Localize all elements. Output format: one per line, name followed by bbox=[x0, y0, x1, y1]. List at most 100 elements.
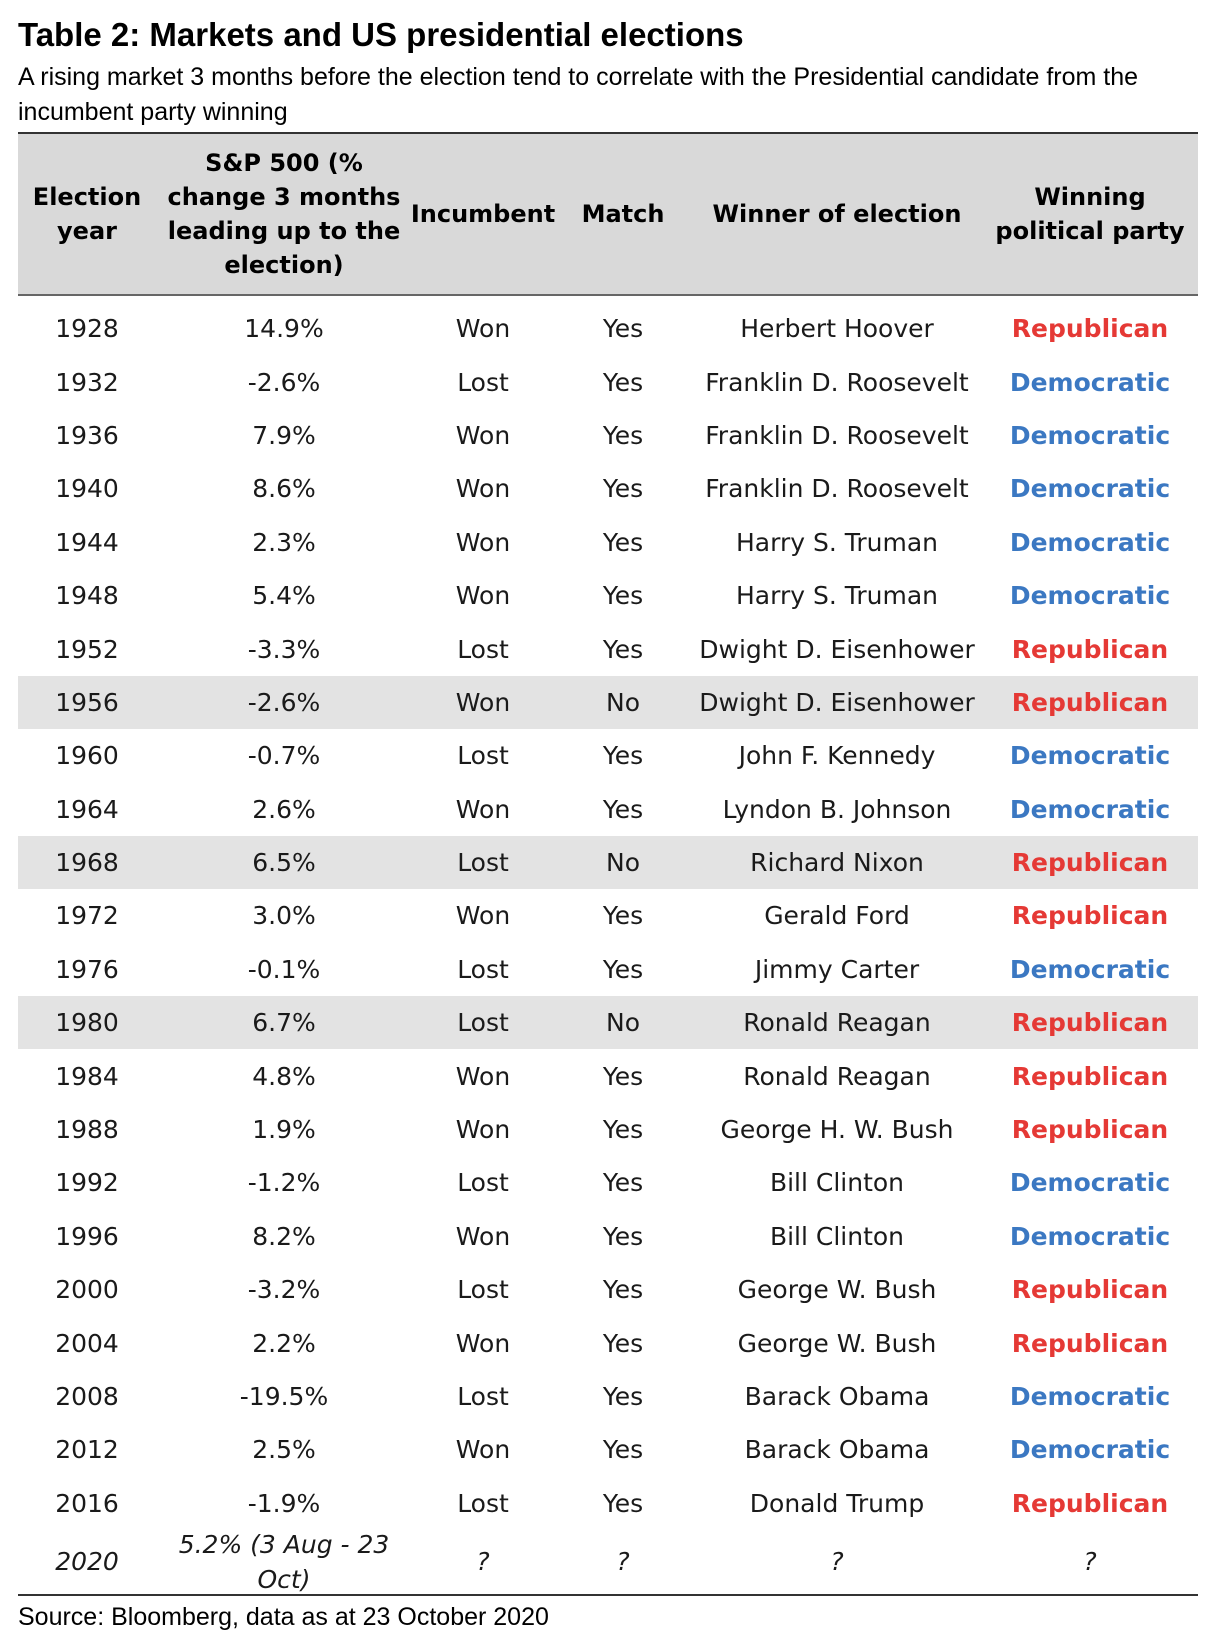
cell-party: Democratic bbox=[1009, 1382, 1171, 1411]
cell-incumbent: Lost bbox=[457, 741, 509, 771]
cell-sp500-change: -0.1% bbox=[247, 954, 321, 984]
table-row: 2012 2.5% Won Yes Barack Obama Democratic bbox=[18, 1423, 1198, 1476]
cell-sp500-change: -0.7% bbox=[247, 741, 321, 771]
cell-sp500-change: 2.2% bbox=[252, 1328, 316, 1358]
cell-incumbent: Won bbox=[455, 420, 511, 450]
table-row: 1984 4.8% Won Yes Ronald Reagan Republican bbox=[18, 1049, 1198, 1102]
cell-winner: Richard Nixon bbox=[750, 848, 924, 878]
table-row: 2016 -1.9% Lost Yes Donald Trump Republican bbox=[18, 1477, 1198, 1530]
cell-incumbent: Lost bbox=[457, 954, 509, 984]
cell-party: Republican bbox=[1011, 687, 1169, 717]
cell-year: 1968 bbox=[55, 848, 119, 878]
cell-match: Yes bbox=[602, 901, 644, 931]
table-row: 1972 3.0% Won Yes Gerald Ford Republican bbox=[18, 889, 1198, 942]
cell-match: No bbox=[606, 687, 640, 717]
cell-incumbent: Won bbox=[455, 1221, 511, 1251]
cell-party: Democratic bbox=[1009, 954, 1171, 984]
cell-match: Yes bbox=[602, 474, 644, 504]
cell-year: 2008 bbox=[55, 1382, 119, 1411]
header-sp500-change: S&P 500 (% change 3 months leading up to… bbox=[167, 149, 401, 279]
cell-party: Republican bbox=[1011, 901, 1169, 931]
cell-sp500-change: 6.5% bbox=[252, 848, 316, 878]
cell-winner: Dwight D. Eisenhower bbox=[699, 687, 975, 717]
header-match: Match bbox=[581, 200, 665, 228]
cell-year: 2016 bbox=[55, 1488, 119, 1518]
cell-incumbent: Won bbox=[455, 581, 511, 611]
cell-winner: Donald Trump bbox=[749, 1488, 925, 1518]
table-row: 1964 2.6% Won Yes Lyndon B. Johnson Democrati… bbox=[18, 783, 1198, 836]
cell-winner: Bill Clinton bbox=[769, 1221, 905, 1251]
cell-year: 2012 bbox=[55, 1435, 119, 1465]
cell-winner: Harry S. Truman bbox=[736, 527, 938, 557]
cell-sp500-change: 6.7% bbox=[252, 1008, 316, 1038]
cell-match: Yes bbox=[602, 634, 644, 664]
table-row: 2004 2.2% Won Yes George W. Bush Republican bbox=[18, 1316, 1198, 1369]
cell-incumbent: Lost bbox=[457, 848, 509, 878]
table-row: 1940 8.6% Won Yes Franklin D. Roosevelt Democ… bbox=[18, 462, 1198, 515]
cell-party: Republican bbox=[1011, 848, 1169, 878]
table-row: 1956 -2.6% Won No Dwight D. Eisenhower Republ… bbox=[18, 675, 1198, 730]
cell-match: Yes bbox=[602, 1488, 644, 1518]
cell-match: Yes bbox=[602, 314, 644, 344]
cell-winner: Bill Clinton bbox=[769, 1168, 905, 1198]
table-row: 1988 1.9% Won Yes George H. W. Bush Republica… bbox=[18, 1103, 1198, 1156]
cell-winner: Franklin D. Roosevelt bbox=[705, 474, 969, 504]
cell-sp500-change: 8.2% bbox=[252, 1221, 316, 1251]
cell-match: No bbox=[606, 1008, 640, 1038]
cell-match: ? bbox=[616, 1547, 630, 1577]
cell-winner: Harry S. Truman bbox=[736, 581, 938, 611]
cell-winner: ? bbox=[830, 1547, 844, 1577]
cell-incumbent: Won bbox=[455, 1115, 511, 1145]
cell-incumbent: Lost bbox=[457, 1008, 509, 1038]
cell-year: 2000 bbox=[55, 1275, 119, 1305]
cell-winner: Herbert Hoover bbox=[740, 314, 934, 344]
header-winning-party: Winning political party bbox=[995, 183, 1185, 245]
table-row: 1932 -2.6% Lost Yes Franklin D. Roosevelt Dem… bbox=[18, 355, 1198, 408]
cell-sp500-change: -2.6% bbox=[247, 367, 321, 397]
table-row: 1936 7.9% Won Yes Franklin D. Roosevelt Democ… bbox=[18, 409, 1198, 462]
table-row: 1928 14.9% Won Yes Herbert Hoover Republican bbox=[18, 302, 1198, 355]
cell-sp500-change: 1.9% bbox=[252, 1115, 316, 1145]
cell-match: Yes bbox=[602, 1061, 644, 1091]
cell-incumbent: Lost bbox=[457, 1275, 509, 1305]
cell-incumbent: Won bbox=[455, 1061, 511, 1091]
table-top-rule bbox=[18, 132, 1198, 134]
cell-party: ? bbox=[1083, 1547, 1097, 1577]
cell-sp500-change: 2.5% bbox=[252, 1435, 316, 1465]
cell-incumbent: ? bbox=[476, 1547, 490, 1577]
source-note: Source: Bloomberg, data as at 23 October… bbox=[18, 1603, 549, 1631]
table-row: 1992 -1.2% Lost Yes Bill Clinton Democratic bbox=[18, 1156, 1198, 1209]
cell-sp500-change: -3.2% bbox=[247, 1275, 321, 1305]
cell-winner: Barack Obama bbox=[744, 1382, 930, 1411]
cell-incumbent: Won bbox=[455, 474, 511, 504]
cell-year: 1948 bbox=[55, 581, 119, 611]
cell-match: Yes bbox=[602, 367, 644, 397]
header-incumbent: Incumbent bbox=[410, 200, 556, 228]
cell-match: Yes bbox=[602, 1115, 644, 1145]
table-header: Election year S&P 500 (% change 3 months… bbox=[18, 134, 1198, 296]
cell-sp500-change: 4.8% bbox=[252, 1061, 316, 1091]
table-body: 1928 14.9% Won Yes Herbert Hoover Republican 1… bbox=[18, 302, 1198, 1530]
cell-winner: Jimmy Carter bbox=[754, 954, 920, 984]
cell-match: Yes bbox=[602, 527, 644, 557]
cell-winner: Franklin D. Roosevelt bbox=[705, 420, 969, 450]
cell-year: 1992 bbox=[55, 1168, 119, 1198]
cell-year: 1964 bbox=[55, 794, 119, 824]
cell-winner: Ronald Reagan bbox=[743, 1061, 931, 1091]
table-row: 1980 6.7% Lost No Ronald Reagan Republican bbox=[18, 996, 1198, 1050]
cell-winner: George W. Bush bbox=[737, 1275, 937, 1305]
cell-party: Democratic bbox=[1009, 1221, 1171, 1251]
table-row: 1968 6.5% Lost No Richard Nixon Republican bbox=[18, 835, 1198, 890]
cell-party: Republican bbox=[1011, 314, 1169, 344]
cell-party: Democratic bbox=[1009, 367, 1171, 397]
cell-incumbent: Lost bbox=[457, 1382, 509, 1411]
cell-year: 1932 bbox=[55, 367, 119, 397]
cell-incumbent: Lost bbox=[457, 367, 509, 397]
cell-party: Democratic bbox=[1009, 741, 1171, 771]
cell-year: 1996 bbox=[55, 1221, 119, 1251]
cell-match: No bbox=[606, 848, 640, 878]
table-row: 1976 -0.1% Lost Yes Jimmy Carter Democratic bbox=[18, 943, 1198, 996]
table-row: 1944 2.3% Won Yes Harry S. Truman Democratic bbox=[18, 516, 1198, 569]
cell-match: Yes bbox=[602, 1435, 644, 1465]
cell-year: 1936 bbox=[55, 420, 119, 450]
